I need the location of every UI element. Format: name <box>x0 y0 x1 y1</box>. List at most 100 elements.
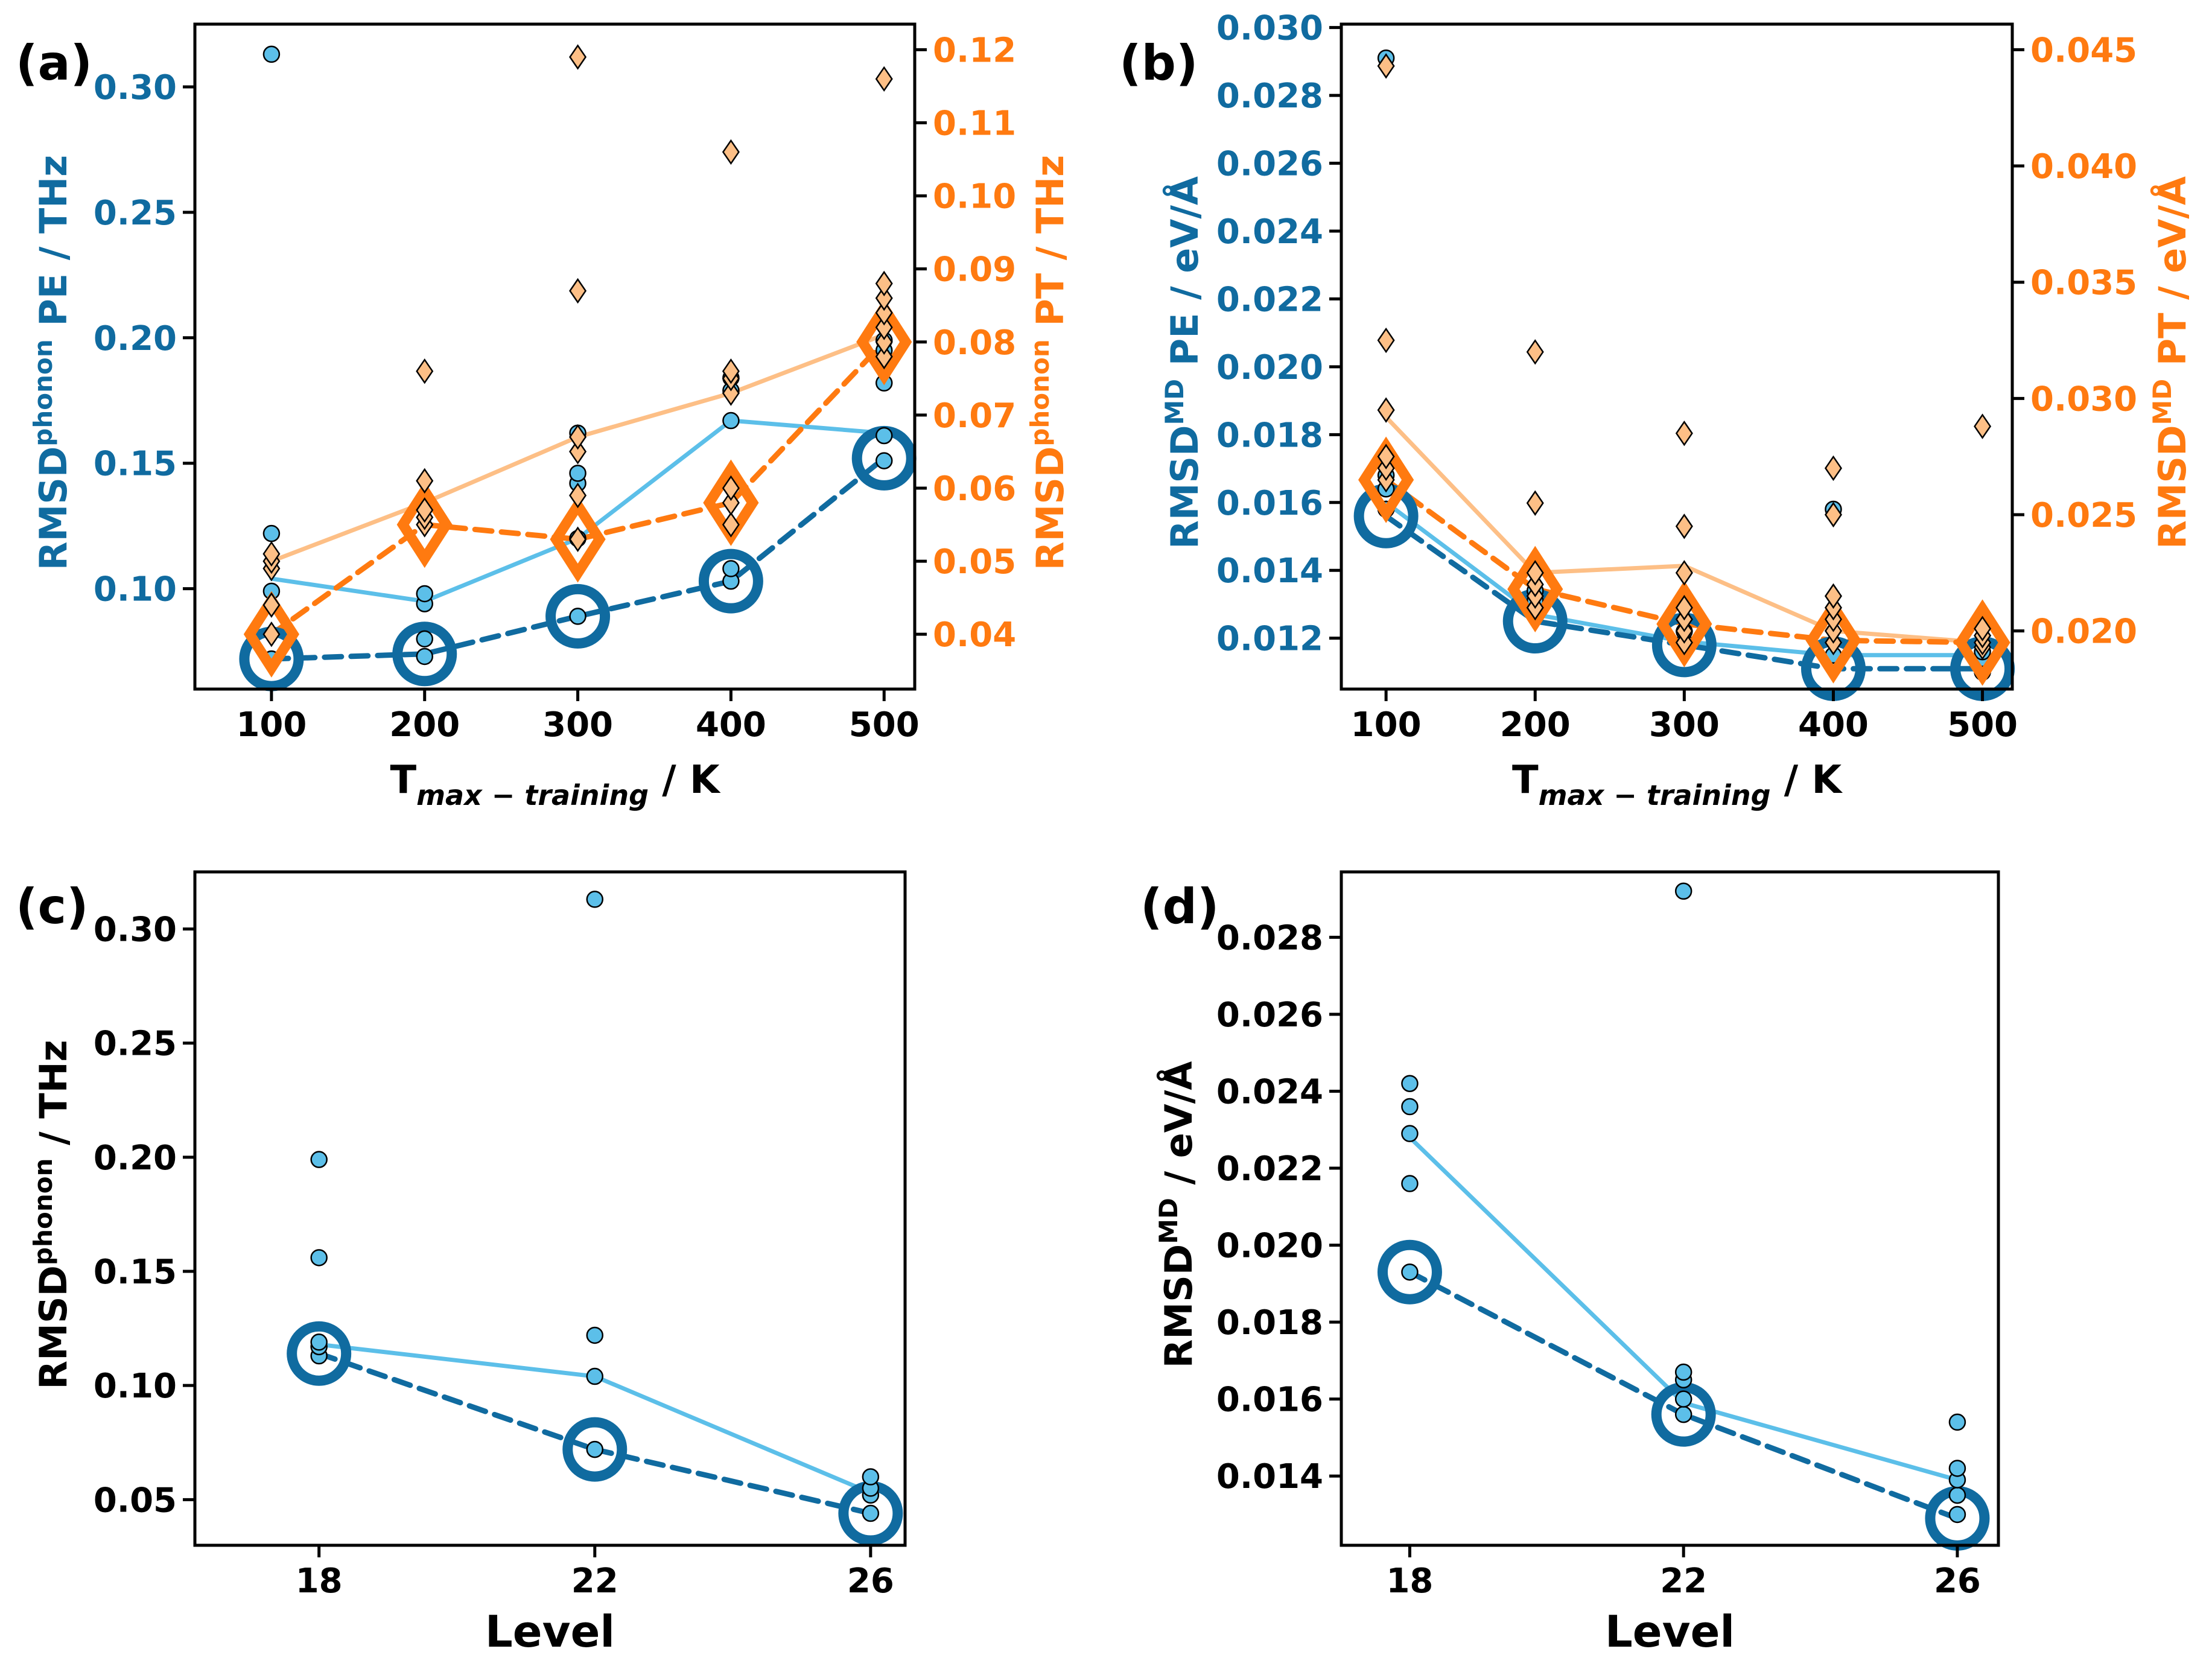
panel-c-ytick-label: 0.10 <box>94 1367 177 1406</box>
xlabel-subscript: max − training <box>1539 779 1771 812</box>
panel-b-ytick-right-label: 0.040 <box>2030 147 2137 186</box>
panel-a-xtick-label: 300 <box>542 705 613 745</box>
panel-a-pt-point <box>262 621 281 647</box>
ylabel-superscript: phonon <box>28 1159 58 1265</box>
panel-b-ytick-left-label: 0.014 <box>1216 552 1323 591</box>
panel-a-pt-point <box>722 139 740 165</box>
panel-b-ytick-right-label: 0.035 <box>2030 264 2137 303</box>
ylabel-main: RMSD <box>2150 425 2195 549</box>
panel-a-pt-point <box>416 358 434 384</box>
panel-a-pt-point <box>722 358 740 384</box>
panel-b-ytick-left-label: 0.016 <box>1216 484 1323 523</box>
panel-a-xtick-label: 100 <box>236 705 307 745</box>
panel-a-ylabel-right: RMSDphonon PT / THz <box>1025 155 1072 570</box>
panel-c-point <box>310 1151 328 1168</box>
panel-d-ytick-label: 0.018 <box>1216 1303 1323 1343</box>
panel-b-ytick-left-label: 0.026 <box>1216 145 1323 184</box>
panel-c-ylabel: RMSDphonon / THz <box>28 1040 75 1389</box>
panel-d-xlabel: Level <box>1605 1606 1735 1657</box>
panel-a-pe-point <box>722 560 740 577</box>
panel-c-best-ring <box>562 1417 628 1482</box>
panel-b-pt-best-diamond <box>1954 599 2010 686</box>
panel-a-pe-point <box>416 630 433 648</box>
panel-d-point <box>1674 882 1692 900</box>
panel-d-ytick-label: 0.026 <box>1216 996 1323 1035</box>
panel-c-xtick-label: 22 <box>571 1562 618 1601</box>
panel-a-ytick-right-label: 0.08 <box>933 323 1016 363</box>
panel-b-pt-best-diamond <box>1358 436 1414 523</box>
xlabel-units: / K <box>649 758 721 803</box>
panel-a-pt-best-diamond <box>856 299 912 386</box>
panel-a-ytick-right-label: 0.11 <box>933 104 1016 143</box>
panel-c-point <box>586 1326 604 1344</box>
panel-a-ytick-right-label: 0.06 <box>933 469 1016 509</box>
panel-d-point <box>1948 1505 1966 1524</box>
xlabel-subscript: max − training <box>416 779 649 812</box>
ylabel-main: RMSD <box>1163 425 1207 549</box>
panel-a-letter: (a) <box>16 35 92 91</box>
panel-a-pt-point <box>722 489 740 516</box>
panel-b-pt-point <box>1824 455 1842 482</box>
panel-b-xtick-label: 200 <box>1500 705 1571 745</box>
panel-a-pe-point <box>416 585 433 603</box>
panel-a-pt-point <box>722 475 740 501</box>
panel-b-xtick-label: 400 <box>1798 705 1869 745</box>
panel-b-ytick-right-label: 0.025 <box>2030 496 2137 535</box>
panel-a-pt-best-diamond <box>396 481 453 568</box>
panel-b-xtick-label: 500 <box>1947 705 2018 745</box>
panel-a-xtick-label: 200 <box>389 705 460 745</box>
panel-c-ytick-label: 0.05 <box>94 1481 177 1520</box>
panel-b-pt-point <box>1526 560 1544 586</box>
panel-b-ytick-left-label: 0.020 <box>1216 348 1323 387</box>
ylabel-superscript: MD <box>2147 379 2177 425</box>
ylabel-units: / eV/Å <box>1157 1061 1201 1198</box>
panel-b-pt-point <box>1974 615 1992 642</box>
panel-d-mean-line <box>1407 1135 1960 1483</box>
panel-a-pt-point <box>262 541 281 567</box>
ylabel-units: PE / eV/Å <box>1163 176 1207 379</box>
panel-b-ytick-left-label: 0.030 <box>1216 9 1323 48</box>
panel-a-pe-best-ring <box>698 548 763 614</box>
panel-b-pt-best-diamond <box>1805 597 1861 684</box>
panel-a-ytick-right-label: 0.12 <box>933 31 1016 70</box>
panel-b-ytick-left-label: 0.018 <box>1216 416 1323 455</box>
panel-a-pt-point <box>569 278 587 304</box>
panel-c-ytick-label: 0.20 <box>94 1139 177 1178</box>
panel-d-point <box>1401 1263 1419 1281</box>
panel-b-ytick-left-label: 0.028 <box>1216 77 1323 116</box>
panel-a-ytick-left-label: 0.10 <box>94 570 177 609</box>
panel-a-xlabel: Tmax − training / K <box>390 758 720 812</box>
panel-a-pt-point <box>569 424 587 450</box>
panel-a-pt-best-line <box>269 339 887 637</box>
panel-c-frame <box>193 870 907 1547</box>
panel-a-pt-point <box>262 592 281 618</box>
panel-a-pt-point <box>875 314 893 340</box>
ylabel-units: PE / THz <box>31 155 75 339</box>
panel-a-pe-point <box>569 465 586 482</box>
panel-a-pt-point <box>722 380 740 406</box>
panel-d-point <box>1401 1125 1419 1142</box>
panel-a-pt-point <box>416 497 434 523</box>
panel-a-ytick-right-label: 0.10 <box>933 177 1016 217</box>
panel-c-xtick-label: 26 <box>847 1562 894 1601</box>
panel-a-ytick-left-label: 0.25 <box>94 194 177 233</box>
panel-a-xtick-label: 400 <box>696 705 766 745</box>
ylabel-superscript: MD <box>1154 1198 1183 1244</box>
panel-a-pe-point <box>569 608 586 625</box>
panel-a-xtick-label: 500 <box>849 705 920 745</box>
ylabel-superscript: MD <box>1160 379 1189 425</box>
panel-c-point <box>586 1440 604 1458</box>
ylabel-main: RMSD <box>31 1265 75 1390</box>
panel-a-ytick-right-label: 0.05 <box>933 542 1016 582</box>
panel-a-pt-point <box>416 468 434 494</box>
panel-b-pt-point <box>1377 443 1395 469</box>
ylabel-units: / THz <box>31 1040 75 1158</box>
panel-b-ytick-left-label: 0.022 <box>1216 280 1323 319</box>
panel-c-point <box>586 1367 604 1385</box>
panel-d-ytick-label: 0.020 <box>1216 1227 1323 1266</box>
panel-a-pe-point <box>875 427 893 445</box>
panel-b-pt-point <box>1377 327 1395 354</box>
panel-b-ytick-right-label: 0.045 <box>2030 31 2137 70</box>
panel-b-pt-point <box>1675 594 1693 621</box>
ylabel-main: RMSD <box>1028 447 1072 571</box>
